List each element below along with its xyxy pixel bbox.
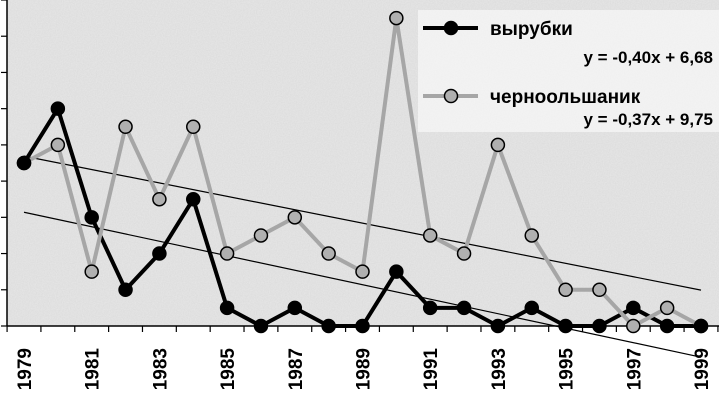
data-point-series-1 xyxy=(355,264,370,279)
data-point-series-1 xyxy=(84,264,99,279)
data-point-series-0 xyxy=(558,318,573,334)
legend-label-chernoolshanik: черноольшаник xyxy=(490,87,641,108)
y-axis-ticks xyxy=(1,0,7,327)
trendline-0 xyxy=(23,211,702,358)
data-point-series-0 xyxy=(456,300,472,316)
data-point-series-1 xyxy=(321,246,336,261)
x-axis-ticks xyxy=(6,326,719,332)
data-point-series-1 xyxy=(626,318,641,334)
legend-swatch-marker-vyrubki xyxy=(443,20,459,36)
x-axis-tick-labels: 1979 1981 1983 1985 1987 1989 1991 1993 1995 1997… xyxy=(15,348,713,391)
data-point-series-1 xyxy=(456,246,472,261)
data-point-series-0 xyxy=(84,210,99,225)
data-point-series-0 xyxy=(592,318,607,334)
x-tick-label: 1991 xyxy=(421,348,442,391)
trendline-equation-chernoolshanik: y = -0,37x + 9,75 xyxy=(584,110,714,129)
data-point-series-1 xyxy=(422,228,438,243)
data-point-series-1 xyxy=(659,300,675,316)
x-tick-label: 1999 xyxy=(692,348,713,390)
x-tick-label: 1989 xyxy=(354,348,375,390)
x-tick-label: 1997 xyxy=(624,348,645,390)
series-points xyxy=(16,10,709,334)
data-point-series-0 xyxy=(355,318,370,334)
data-point-series-0 xyxy=(118,282,133,298)
legend-background xyxy=(418,10,719,132)
data-point-series-0 xyxy=(389,264,404,279)
data-point-series-0 xyxy=(321,318,336,334)
data-point-series-1 xyxy=(50,137,66,153)
data-point-series-0 xyxy=(693,318,709,334)
data-point-series-1 xyxy=(558,282,573,298)
trendline-1 xyxy=(23,155,702,291)
data-point-series-0 xyxy=(626,300,641,316)
data-point-series-0 xyxy=(422,300,438,316)
trendlines xyxy=(23,155,702,358)
x-tick-label: 1993 xyxy=(489,348,510,390)
data-point-series-1 xyxy=(186,119,201,135)
x-tick-label: 1985 xyxy=(218,348,239,391)
x-tick-label: 1987 xyxy=(286,348,307,390)
data-point-series-1 xyxy=(524,228,539,243)
x-tick-label: 1995 xyxy=(557,348,578,391)
data-point-series-0 xyxy=(50,101,66,116)
x-tick-label: 1983 xyxy=(150,348,171,390)
data-point-series-0 xyxy=(152,246,167,261)
data-point-series-0 xyxy=(659,318,675,334)
data-point-series-1 xyxy=(253,228,269,243)
legend-swatch-marker-chernoolshanik xyxy=(443,88,459,104)
data-point-series-0 xyxy=(287,300,303,316)
data-point-series-1 xyxy=(490,137,506,153)
data-point-series-0 xyxy=(253,318,269,334)
legend-label-vyrubki: вырубки xyxy=(490,19,573,40)
data-point-series-1 xyxy=(219,246,235,261)
x-tick-label: 1979 xyxy=(15,348,36,390)
data-point-series-1 xyxy=(592,282,607,298)
data-point-series-0 xyxy=(524,300,539,316)
data-point-series-0 xyxy=(490,318,506,334)
data-point-series-0 xyxy=(186,191,201,207)
data-point-series-1 xyxy=(287,210,303,225)
x-tick-label: 1981 xyxy=(83,348,104,391)
data-point-series-1 xyxy=(152,191,167,207)
data-point-series-0 xyxy=(219,300,235,316)
data-point-series-0 xyxy=(16,155,32,171)
trendline-equation-vyrubki: y = -0,40x + 6,68 xyxy=(584,48,714,67)
data-point-series-1 xyxy=(118,119,133,135)
legend: вырубки y = -0,40x + 6,68 черноольшаник … xyxy=(418,10,719,132)
data-point-series-1 xyxy=(389,10,404,26)
